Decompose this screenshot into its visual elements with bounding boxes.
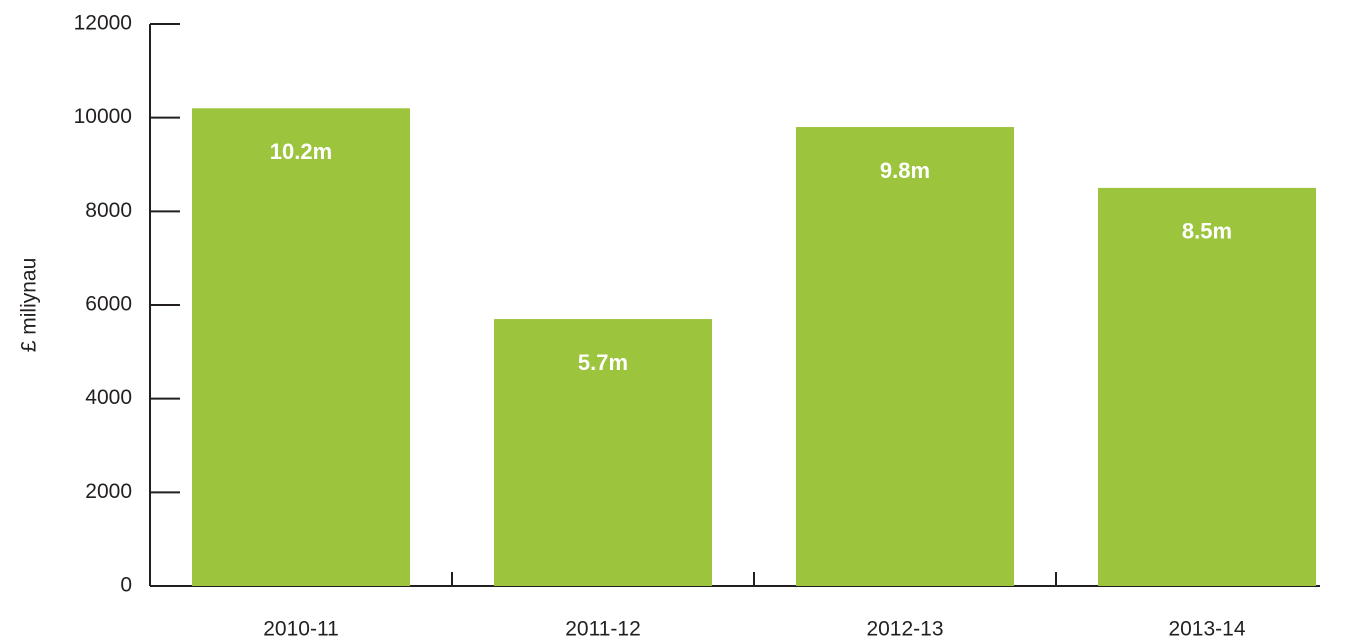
y-tick-label: 6000	[85, 293, 132, 316]
x-tick-label: 2013-14	[1168, 618, 1245, 641]
x-tick-label: 2011-12	[565, 618, 641, 641]
value-label: 5.7m	[578, 350, 628, 375]
value-label: 10.2m	[270, 139, 332, 164]
y-tick-label: 12000	[74, 12, 132, 35]
y-tick-label: 2000	[85, 480, 132, 503]
y-axis-label: £ miliynau	[18, 258, 41, 353]
bar	[796, 127, 1014, 587]
bar	[494, 319, 712, 586]
y-tick-label: 4000	[85, 386, 132, 409]
y-tick-label: 8000	[85, 199, 132, 222]
value-label: 8.5m	[1182, 219, 1232, 244]
y-tick-label: 0	[120, 574, 132, 597]
x-tick-label: 2012-13	[866, 618, 943, 641]
value-label: 9.8m	[880, 158, 930, 183]
x-tick-label: 2010-11	[263, 618, 339, 641]
bar	[192, 108, 410, 587]
y-tick-label: 10000	[74, 105, 132, 128]
bar	[1098, 187, 1316, 586]
